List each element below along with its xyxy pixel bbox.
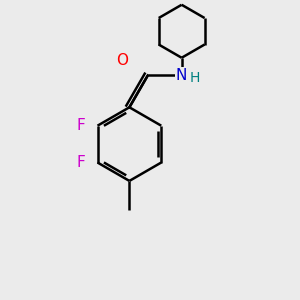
- Text: O: O: [116, 53, 128, 68]
- Text: F: F: [76, 155, 85, 170]
- Text: F: F: [76, 118, 85, 133]
- Text: H: H: [190, 71, 200, 85]
- Text: N: N: [176, 68, 187, 83]
